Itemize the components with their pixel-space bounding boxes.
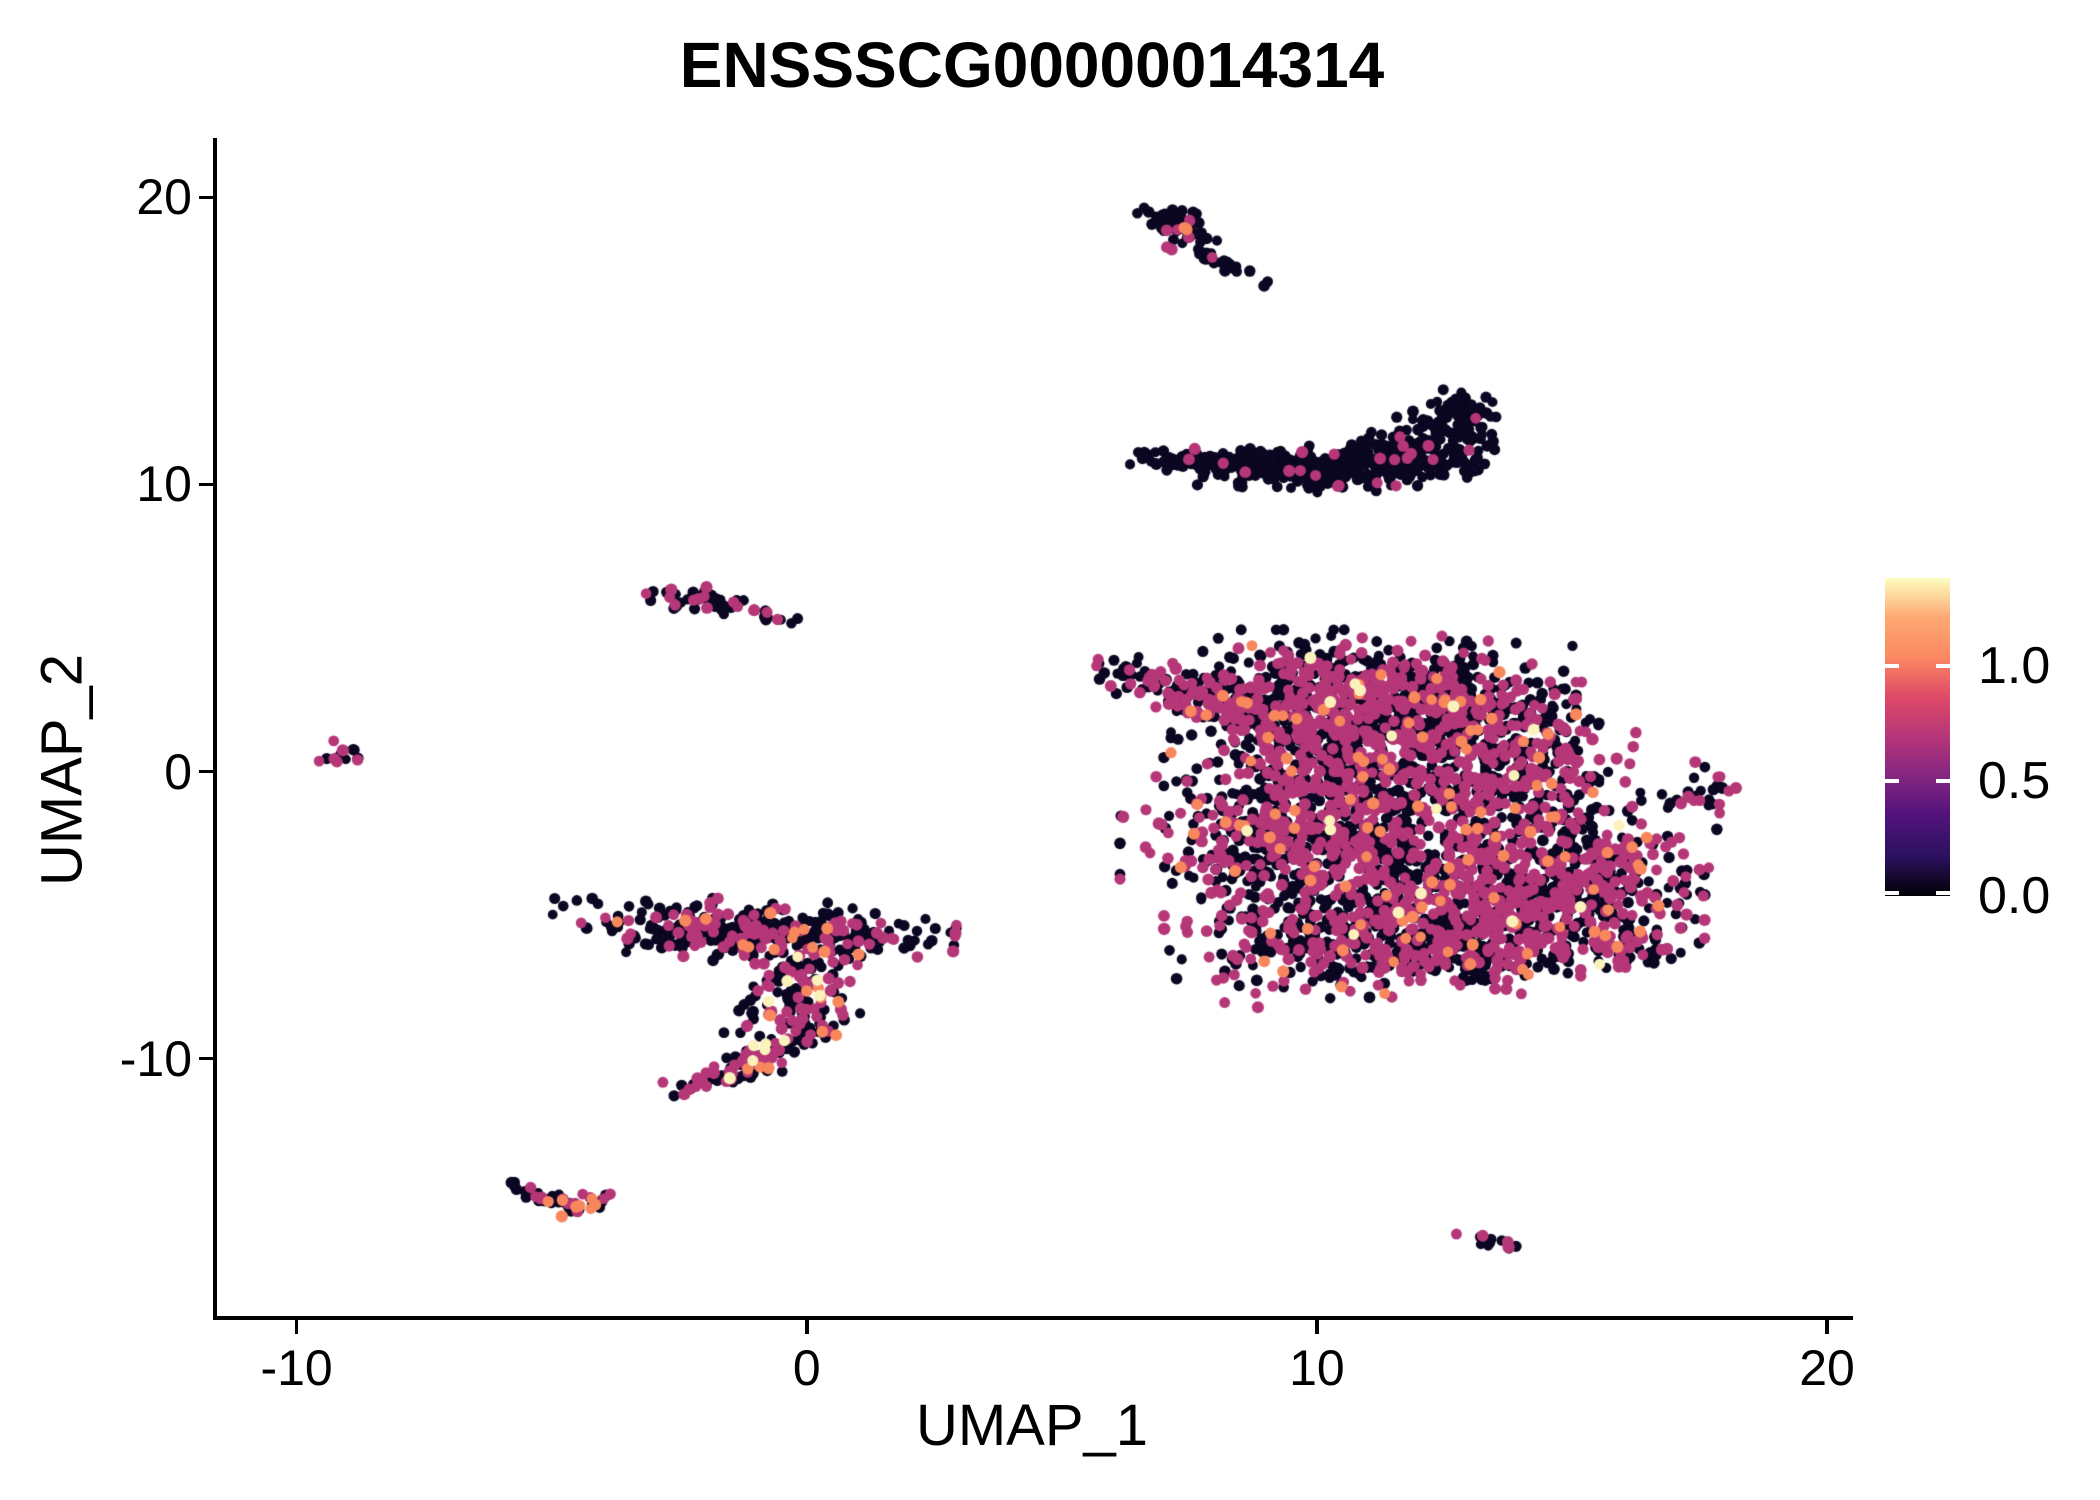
colorbar-tick-mark [1885,663,1899,668]
y-tick-label: 20 [136,169,192,226]
x-axis-title: UMAP_1 [915,1393,1149,1458]
colorbar-tick-mark [1936,663,1950,668]
x-tick-label: 10 [1289,1340,1345,1396]
colorbar-tick-label: 1.0 [1978,636,2051,695]
x-tick-label: 20 [1799,1340,1855,1396]
y-axis-line [213,138,217,1320]
colorbar-tick-label: 0.5 [1978,751,2051,810]
y-tick-mark [199,769,213,774]
plot-title: ENSSSCG00000014314 [679,29,1385,101]
x-tick-mark [1315,1320,1319,1334]
y-axis-title: UMAP_2 [29,653,95,887]
x-tick-label: -10 [260,1340,333,1396]
x-tick-mark [294,1320,299,1334]
y-tick-label: 0 [164,743,192,800]
y-tick-label: 10 [136,456,192,513]
y-tick-mark [199,1056,213,1061]
y-tick-label: -10 [119,1030,192,1087]
x-tick-label: 0 [792,1340,821,1396]
colorbar-tick-mark [1936,778,1950,783]
x-tick-mark [805,1320,809,1334]
x-axis-line [213,1316,1853,1320]
colorbar-gradient [1885,578,1950,896]
colorbar-tick-mark [1885,778,1899,783]
y-tick-mark [199,482,213,487]
colorbar-tick-mark [1885,891,1899,895]
colorbar-tick-label: 0.0 [1978,867,2051,925]
x-tick-mark [1825,1320,1829,1334]
y-tick-mark [199,195,213,200]
colorbar-tick-mark [1936,891,1950,895]
